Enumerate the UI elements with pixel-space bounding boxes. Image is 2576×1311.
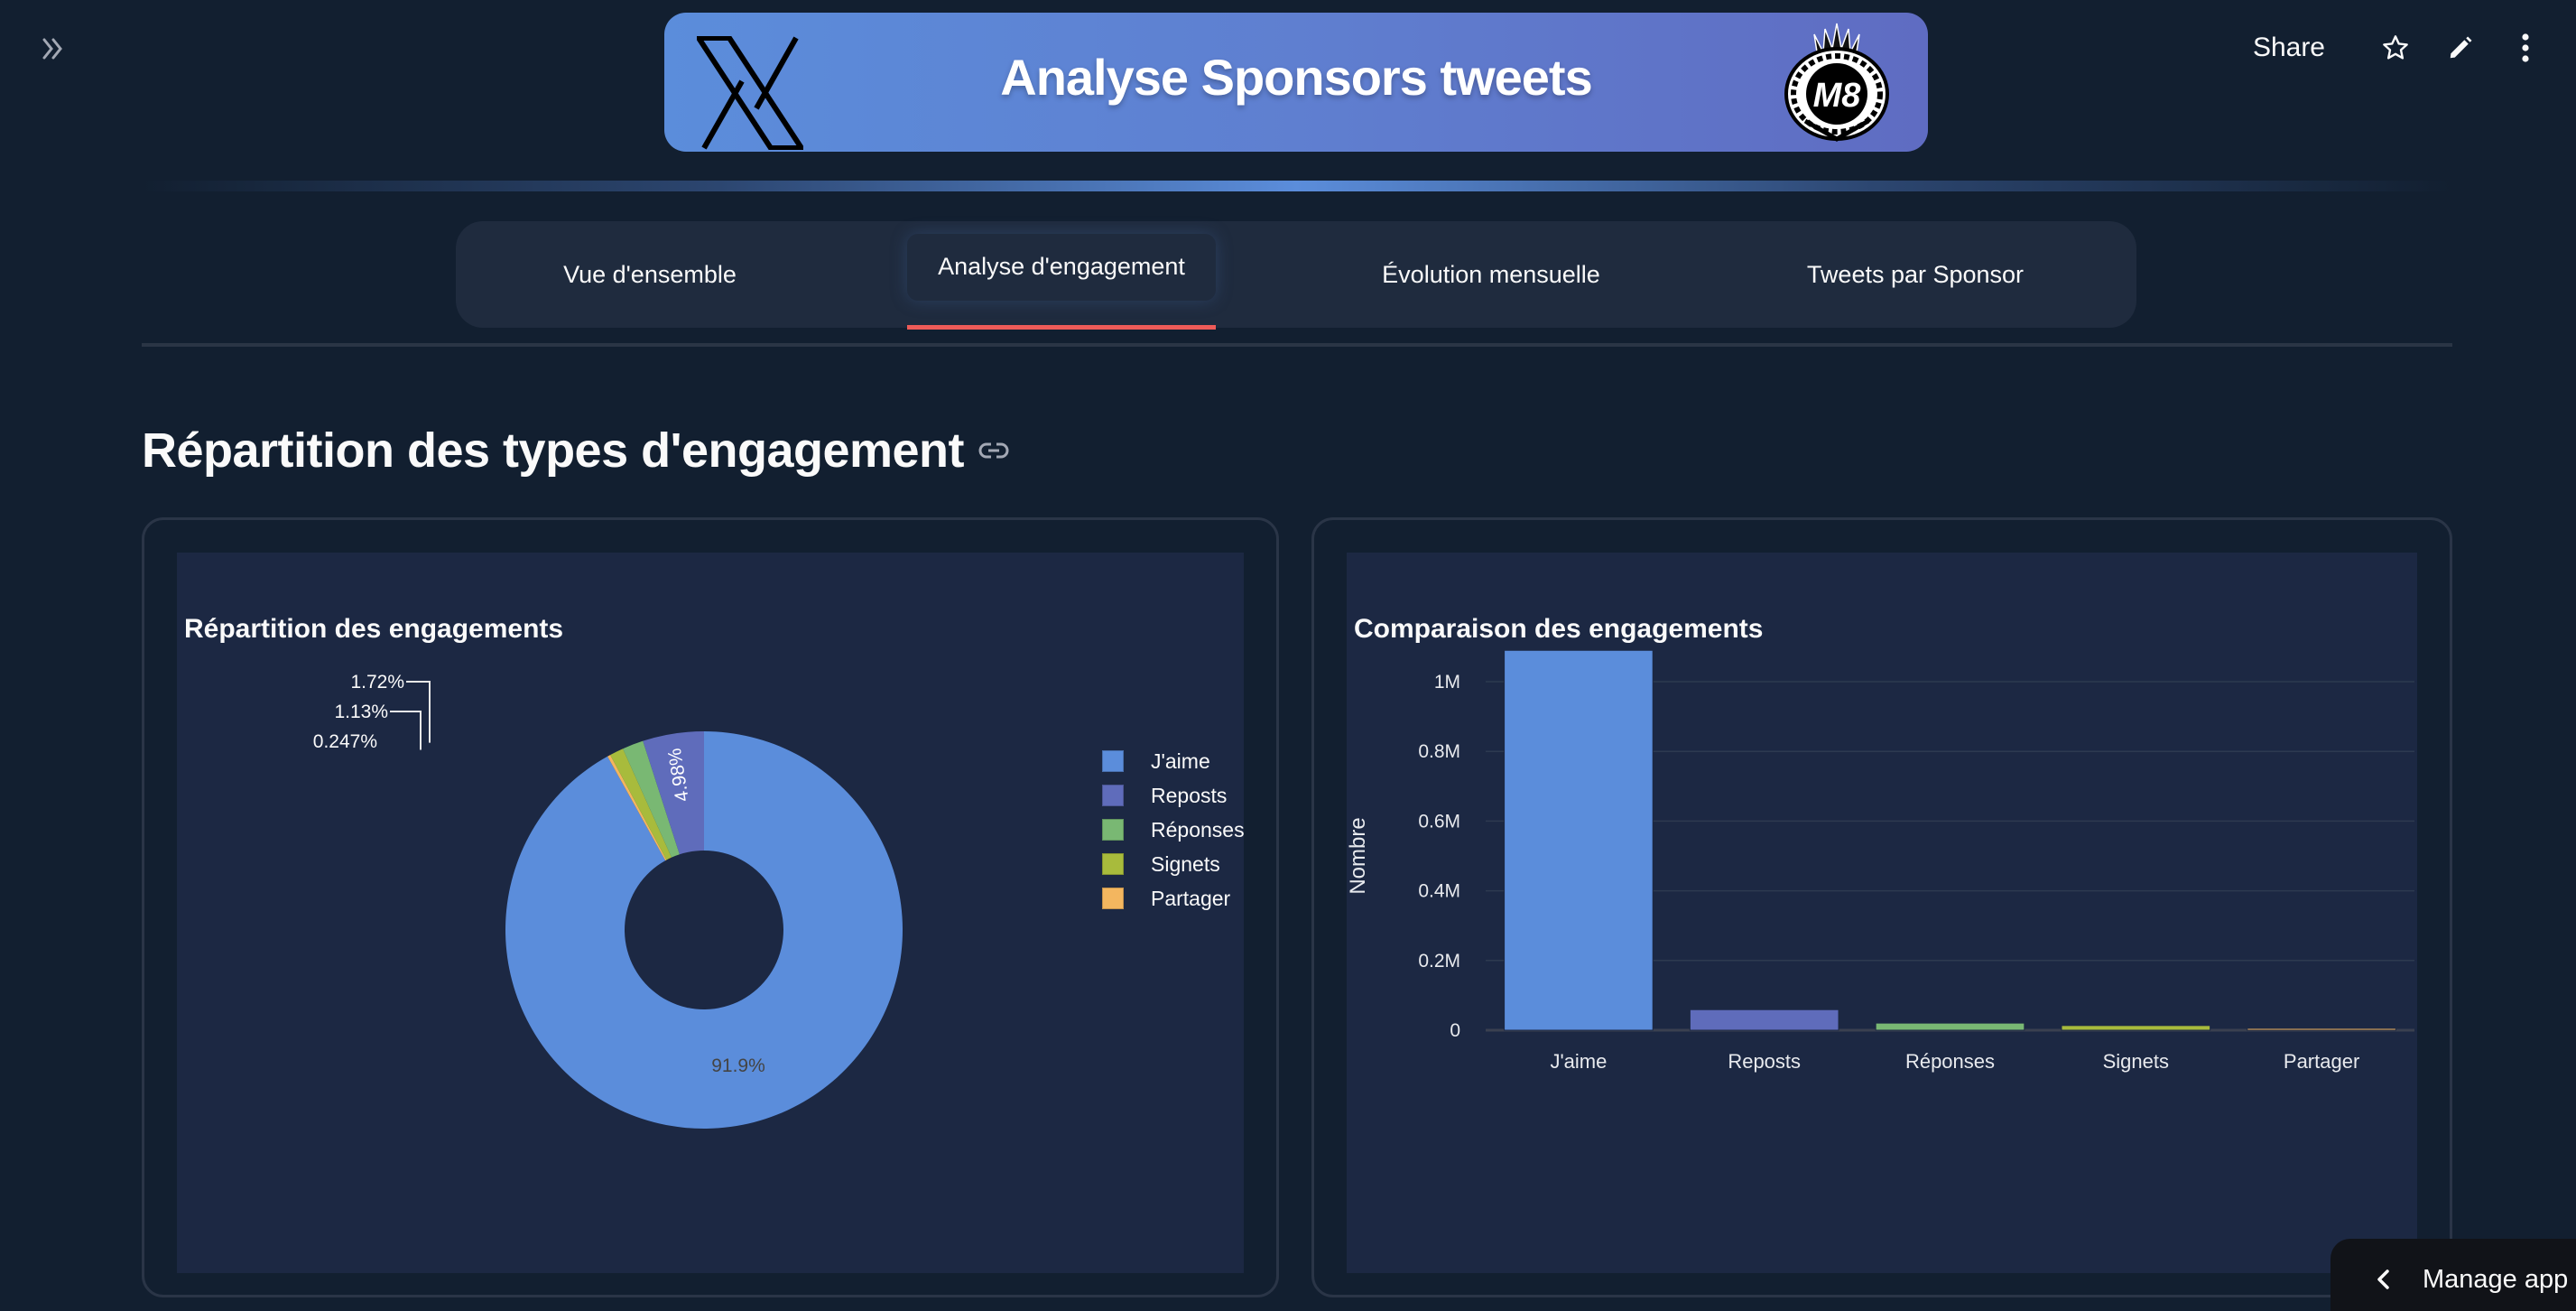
tab-label: Évolution mensuelle xyxy=(1382,260,1600,288)
slice-outside-label: 1.72% xyxy=(350,672,404,693)
pie-chart-title: Répartition des engagements xyxy=(184,614,564,644)
bar-chart-card: Comparaison des engagements 0 0.2M 0.4M 0.6… xyxy=(1311,517,2452,1297)
header-banner: Analyse Sponsors tweets M8 xyxy=(664,13,1928,152)
y-tick-label: 1M xyxy=(1434,672,1460,693)
bar[interactable] xyxy=(1689,1009,1839,1031)
tab-evolution-mensuelle[interactable]: Évolution mensuelle xyxy=(1378,221,1604,328)
x-tick-label: Partager xyxy=(2284,1050,2359,1073)
share-button[interactable]: Share xyxy=(2252,33,2325,62)
chevron-left-icon xyxy=(2376,1269,2390,1290)
legend-swatch xyxy=(1102,888,1124,909)
tabs-divider xyxy=(142,343,2452,347)
donut-slice[interactable] xyxy=(505,731,903,1129)
link-icon[interactable] xyxy=(978,435,1009,466)
bar[interactable] xyxy=(2247,1027,2396,1031)
donut-slice[interactable] xyxy=(643,731,704,855)
pencil-icon[interactable] xyxy=(2444,32,2477,64)
pie-chart-card: Répartition des engagements 91.9% 4.98% 1.… xyxy=(142,517,1279,1297)
donut-chart[interactable]: 91.9%4.98%1.72%1.13%0.247% xyxy=(177,553,1246,1275)
svg-text:M8: M8 xyxy=(1813,77,1862,115)
legend-item-reposts[interactable]: Reposts xyxy=(1102,778,1245,813)
bar[interactable] xyxy=(1504,649,1654,1031)
x-tick-label: Réponses xyxy=(1905,1050,1995,1073)
section-heading-text: Répartition des types d'engagement xyxy=(142,423,965,478)
banner-title: Analyse Sponsors tweets xyxy=(1000,48,1592,106)
tab-label: Vue d'ensemble xyxy=(563,260,737,288)
pie-legend: J'aime Reposts Réponses Signets Partager xyxy=(1102,744,1245,916)
legend-item-signets[interactable]: Signets xyxy=(1102,847,1245,881)
y-tick-label: 0.6M xyxy=(1418,811,1460,832)
legend-swatch xyxy=(1102,819,1124,841)
x-tick-label: Signets xyxy=(2103,1050,2169,1073)
tab-analyse-engagement[interactable]: Analyse d'engagement xyxy=(907,221,1216,330)
slice-outside-label: 1.13% xyxy=(334,702,388,722)
legend-label: J'aime xyxy=(1151,748,1210,773)
leader-line xyxy=(406,681,431,743)
y-tick-label: 0.4M xyxy=(1418,881,1460,902)
legend-swatch xyxy=(1102,785,1124,806)
slice-outside-label: 0.247% xyxy=(313,731,377,752)
tab-label: Tweets par Sponsor xyxy=(1806,260,2025,288)
legend-item-jaime[interactable]: J'aime xyxy=(1102,744,1245,778)
tab-label: Analyse d'engagement xyxy=(938,252,1185,280)
m8-crest-logo-icon: M8 xyxy=(1784,23,1889,142)
bar-chart-plot[interactable]: Comparaison des engagements 0 0.2M 0.4M 0.6… xyxy=(1347,553,2417,1273)
tab-tweets-par-sponsor[interactable]: Tweets par Sponsor xyxy=(1802,221,2028,328)
legend-swatch xyxy=(1102,853,1124,875)
legend-label: Signets xyxy=(1151,851,1220,876)
legend-label: Reposts xyxy=(1151,783,1228,807)
sidebar-toggle-button[interactable] xyxy=(36,33,72,65)
section-heading: Répartition des types d'engagement xyxy=(142,423,1009,479)
bar-chart-title: Comparaison des engagements xyxy=(1354,614,1764,644)
tab-bar: Vue d'ensemble Analyse d'engagement Évol… xyxy=(456,221,2136,330)
y-axis-label: Nombre xyxy=(1347,817,1370,894)
bar[interactable] xyxy=(1875,1022,2025,1031)
donut-slice[interactable] xyxy=(623,740,680,858)
leader-line xyxy=(390,711,422,750)
header-glow-divider xyxy=(142,181,2452,191)
donut-slice[interactable] xyxy=(610,748,672,860)
more-vertical-icon[interactable] xyxy=(2509,32,2542,64)
legend-item-partager[interactable]: Partager xyxy=(1102,881,1245,916)
y-tick-label: 0 xyxy=(1450,1020,1460,1041)
slice-label: 91.9% xyxy=(711,1055,765,1076)
double-chevron-right-icon xyxy=(42,38,62,60)
active-tab-pill xyxy=(907,234,1216,301)
y-tick-label: 0.8M xyxy=(1418,741,1460,762)
legend-label: Réponses xyxy=(1151,817,1245,841)
x-logo-icon xyxy=(697,36,803,150)
y-tick-label: 0.2M xyxy=(1418,951,1460,972)
manage-app-button[interactable]: Manage app xyxy=(2330,1239,2576,1311)
bar[interactable] xyxy=(2061,1025,2211,1031)
donut-slice[interactable] xyxy=(607,755,667,861)
x-tick-label: Reposts xyxy=(1728,1050,1801,1073)
legend-label: Partager xyxy=(1151,886,1231,910)
tab-vue-ensemble[interactable]: Vue d'ensemble xyxy=(560,221,740,328)
manage-app-label: Manage app xyxy=(2423,1264,2569,1294)
active-tab-indicator xyxy=(907,325,1216,330)
legend-swatch xyxy=(1102,750,1124,772)
top-toolbar: Share xyxy=(2253,23,2576,72)
pie-chart-plot[interactable]: Répartition des engagements 91.9% 4.98% 1.… xyxy=(177,553,1246,1275)
bar-chart[interactable]: 0 0.2M 0.4M 0.6M 0.8M 1M Nombre J'aime Reposts Ré… xyxy=(1347,553,2416,1275)
x-tick-label: J'aime xyxy=(1550,1050,1607,1073)
star-icon[interactable] xyxy=(2379,32,2412,64)
legend-item-reponses[interactable]: Réponses xyxy=(1102,813,1245,847)
